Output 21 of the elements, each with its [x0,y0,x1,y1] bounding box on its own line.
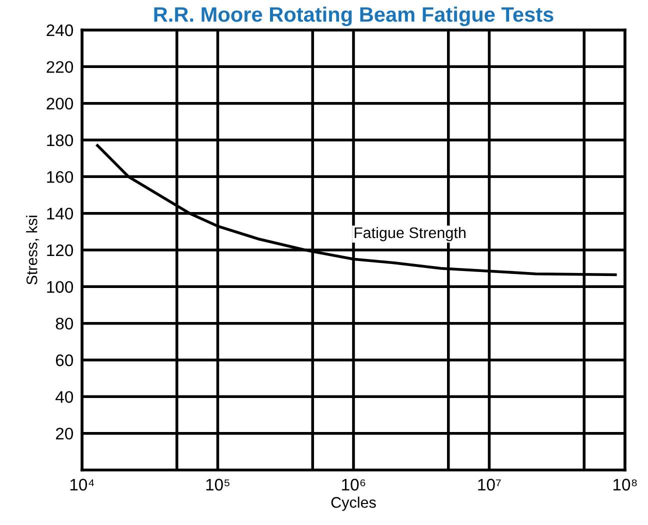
chart-title: R.R. Moore Rotating Beam Fatigue Tests [154,6,554,26]
x-tick-label: 10⁴ [70,478,94,491]
y-tick-label: 240 [46,24,74,36]
x-axis-title: Cycles [331,496,376,511]
y-tick-label: 160 [47,171,74,183]
x-tick-label: 10⁶ [342,478,366,491]
y-tick-label: 200 [46,98,74,110]
y-tick-label: 60 [56,354,74,366]
y-tick-label: 100 [47,281,74,293]
y-tick-label: 180 [47,134,74,146]
y-axis-title: Stress, ksi [26,216,40,285]
y-tick-label: 80 [56,318,74,330]
y-tick-label: 220 [46,61,74,73]
y-tick-label: 120 [47,244,74,256]
y-tick-label: 40 [56,391,74,403]
y-tick-label: 140 [47,208,74,220]
x-tick-label: 10⁸ [613,478,637,491]
annotation: Fatigue Strength [354,226,466,242]
y-tick-label: 20 [56,428,74,440]
x-tick-label: 10⁵ [206,478,230,491]
x-tick-label: 10⁷ [478,478,501,491]
